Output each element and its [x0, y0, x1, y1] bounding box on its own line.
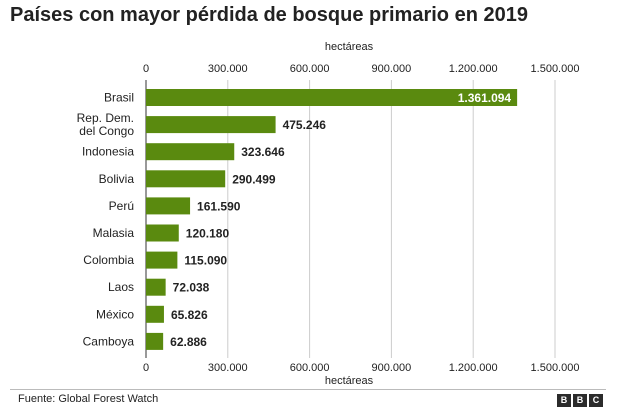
tick-label: 1.200.000	[449, 63, 498, 75]
bar	[146, 89, 518, 106]
category-label: Colombia	[83, 253, 134, 267]
category-labels: Brasil Rep. Dem.del Congo Indonesia Bolivia…	[77, 91, 135, 349]
category-label: Malasia	[93, 226, 135, 240]
value-label: 161.590	[197, 199, 241, 213]
bar	[146, 116, 276, 134]
bar	[146, 143, 235, 161]
value-label: 1.361.094	[458, 91, 512, 105]
tick-label: 300.000	[208, 362, 248, 374]
bar	[146, 332, 164, 350]
value-label: 62.886	[170, 335, 207, 349]
bar	[146, 278, 166, 296]
tick-label: 600.000	[290, 362, 330, 374]
bar	[146, 170, 226, 188]
top-tick-labels: 0 300.000 600.000 900.000 1.200.000 1.500.000	[143, 63, 580, 75]
footer-divider	[10, 389, 606, 390]
bottom-tick-labels: 0 300.000 600.000 900.000 1.200.000 1.500.000	[143, 362, 580, 374]
category-label: Bolivia	[99, 172, 135, 186]
bar	[146, 224, 179, 242]
chart-title: Países con mayor pérdida de bosque prima…	[10, 4, 528, 26]
value-label: 72.038	[173, 281, 210, 295]
bbc-logo: B B C	[557, 394, 603, 407]
bar	[146, 197, 191, 215]
value-label: 290.499	[232, 172, 276, 186]
category-label: México	[96, 307, 134, 321]
top-axis-title-group: hectáreas	[325, 41, 374, 53]
value-label: 475.246	[283, 118, 327, 132]
tick-label: 0	[143, 63, 149, 75]
source-note: Fuente: Global Forest Watch	[18, 393, 159, 405]
bottom-axis-title-group: hectáreas	[325, 375, 374, 387]
value-label: 120.180	[186, 227, 230, 241]
tick-label: 1.200.000	[449, 362, 498, 374]
logo-letter: B	[573, 394, 587, 407]
tick-label: 900.000	[372, 362, 412, 374]
bar	[146, 251, 178, 269]
tick-label: 600.000	[290, 63, 330, 75]
bar	[146, 305, 164, 323]
category-label: del Congo	[79, 124, 134, 138]
logo-letter: C	[589, 394, 603, 407]
bars	[146, 89, 518, 350]
value-label: 65.826	[171, 308, 208, 322]
value-labels: 1.361.094 475.246 323.646 290.499 161.590 120…	[170, 91, 511, 349]
category-label: Rep. Dem.	[77, 111, 134, 125]
tick-label: 1.500.000	[531, 63, 580, 75]
tick-label: 0	[143, 362, 149, 374]
bottom-axis-title: hectáreas	[325, 375, 374, 387]
tick-label: 1.500.000	[531, 362, 580, 374]
value-label: 323.646	[241, 145, 285, 159]
category-label: Laos	[108, 280, 134, 294]
logo-letter: B	[557, 394, 571, 407]
top-axis-title: hectáreas	[325, 41, 374, 53]
tick-label: 900.000	[372, 63, 412, 75]
value-label: 115.090	[184, 254, 227, 268]
tick-label: 300.000	[208, 63, 248, 75]
category-label: Camboya	[83, 334, 135, 348]
category-label: Brasil	[104, 91, 134, 105]
category-label: Indonesia	[82, 145, 134, 159]
category-label: Perú	[109, 199, 134, 213]
